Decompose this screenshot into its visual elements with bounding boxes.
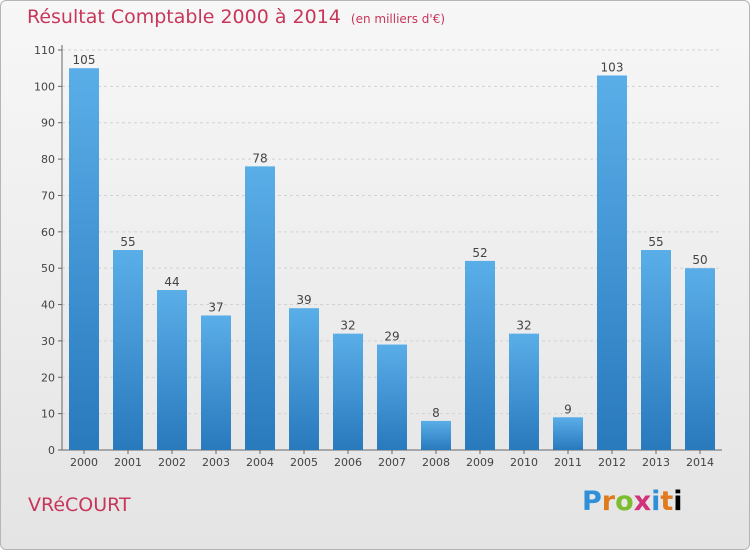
bar	[69, 68, 99, 450]
x-tick-label: 2014	[686, 456, 714, 469]
logo-letter: x	[633, 486, 652, 517]
y-tick-label: 20	[41, 371, 55, 384]
data-label: 55	[648, 235, 663, 249]
x-tick-label: 2000	[70, 456, 98, 469]
logo-letter: i	[651, 486, 661, 517]
logo-letter: P	[582, 486, 602, 517]
data-label: 78	[252, 151, 267, 165]
logo-letter: r	[601, 486, 616, 517]
y-tick-label: 40	[41, 299, 55, 312]
data-label: 55	[120, 235, 135, 249]
x-tick-label: 2012	[598, 456, 626, 469]
x-tick-label: 2001	[114, 456, 142, 469]
bar	[377, 344, 407, 450]
x-tick-label: 2013	[642, 456, 670, 469]
y-tick-label: 30	[41, 335, 55, 348]
y-tick-label: 80	[41, 153, 55, 166]
x-tick-label: 2008	[422, 456, 450, 469]
bar	[509, 333, 539, 450]
data-label: 8	[432, 406, 440, 420]
bar	[553, 417, 583, 450]
x-tick-label: 2005	[290, 456, 318, 469]
bar	[597, 75, 627, 451]
bar	[421, 420, 451, 450]
y-tick-label: 70	[41, 189, 55, 202]
data-label: 37	[208, 300, 223, 314]
data-label: 29	[384, 330, 399, 344]
bar	[289, 308, 319, 450]
bars	[69, 68, 715, 451]
y-tick-label: 90	[41, 117, 55, 130]
data-label: 103	[601, 60, 624, 74]
data-label: 39	[296, 293, 311, 307]
bar	[201, 315, 231, 450]
x-tick-label: 2011	[554, 456, 582, 469]
y-tick-label: 0	[48, 444, 55, 457]
bar	[157, 290, 187, 450]
logo-letter: o	[615, 486, 634, 517]
data-labels: 105 55 44 37 78 39 32 29 8 52 32 9 103 55 50	[73, 53, 708, 420]
commune-name: VRéCOURT	[28, 494, 131, 516]
bar	[113, 250, 143, 450]
logo-letter: t	[660, 486, 674, 517]
proxiti-logo[interactable]: Proxiti	[582, 486, 683, 517]
chart-subtitle: (en milliers d'€)	[350, 12, 446, 26]
chart-title-text: Résultat Comptable 2000 à 2014	[27, 6, 341, 28]
data-label: 50	[692, 253, 707, 267]
y-tick-label: 60	[41, 226, 55, 239]
x-tick-label: 2009	[466, 456, 494, 469]
logo-letter: i	[673, 486, 683, 517]
bar	[465, 260, 495, 450]
y-tick-label: 50	[41, 262, 55, 275]
data-label: 32	[516, 319, 531, 333]
y-tick-label: 100	[34, 80, 55, 93]
data-label: 44	[164, 275, 179, 289]
chart-title: Résultat Comptable 2000 à 2014 (en millie…	[27, 6, 445, 28]
y-tick-label: 10	[41, 408, 55, 421]
x-tick-label: 2006	[334, 456, 362, 469]
data-label: 9	[564, 402, 572, 416]
bar	[333, 333, 363, 450]
data-label: 52	[472, 246, 487, 260]
data-label: 32	[340, 319, 355, 333]
x-tick-label: 2010	[510, 456, 538, 469]
y-tick-label: 110	[34, 44, 55, 57]
data-label: 105	[73, 53, 96, 67]
bar	[685, 268, 715, 450]
x-tick-label: 2004	[246, 456, 274, 469]
x-tick-label: 2002	[158, 456, 186, 469]
bar	[641, 250, 671, 450]
x-tick-label: 2003	[202, 456, 230, 469]
bar	[245, 166, 275, 450]
x-tick-label: 2007	[378, 456, 406, 469]
